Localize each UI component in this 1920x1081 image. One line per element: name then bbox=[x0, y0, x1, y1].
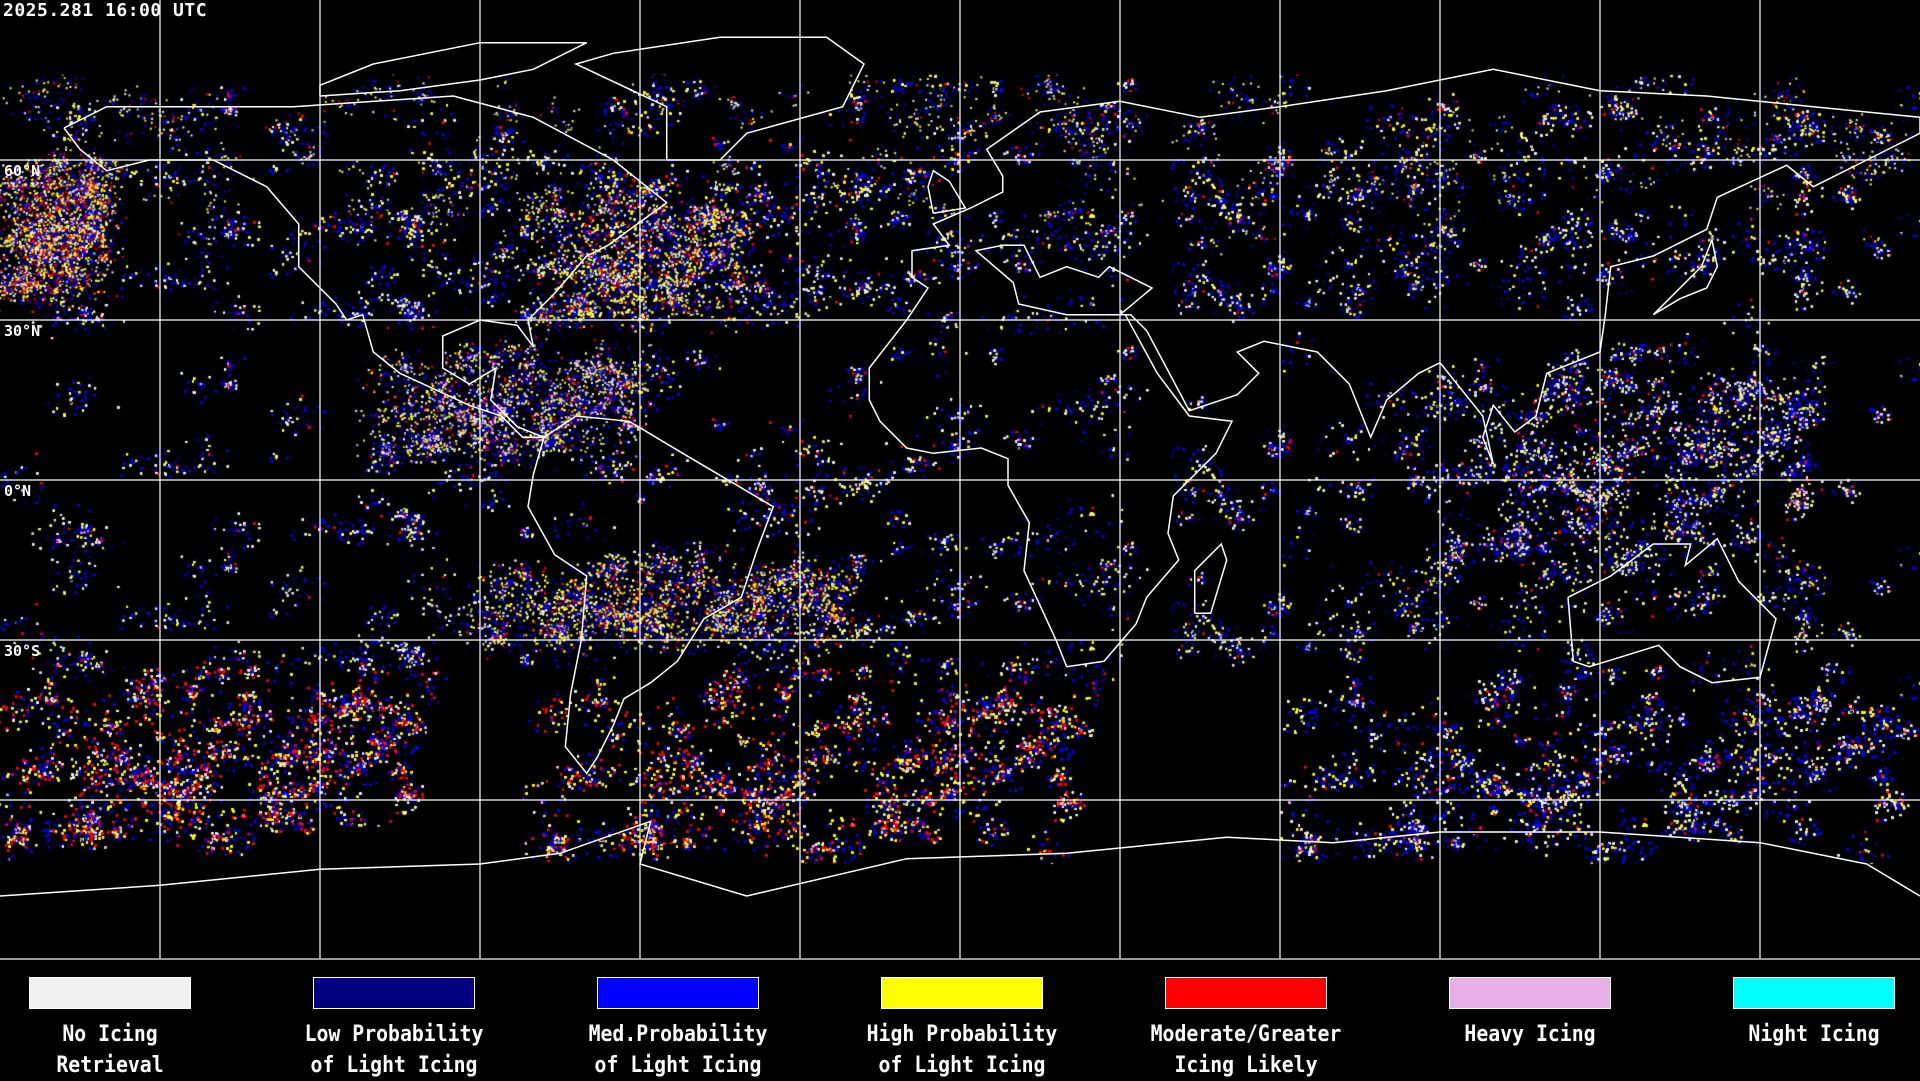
coastline-greenland bbox=[573, 36, 865, 161]
legend-label: Moderate/Greater Icing Likely bbox=[1150, 1022, 1342, 1078]
legend-item-heavy-icing: Heavy Icing bbox=[1400, 977, 1660, 1050]
legend-label: Heavy Icing bbox=[1464, 1022, 1596, 1047]
legend-swatch bbox=[1449, 977, 1611, 1009]
coastline-british-isles bbox=[927, 169, 967, 215]
legend-label: Med.Probability of Light Icing bbox=[588, 1022, 768, 1078]
legend-item-moderate-greater: Moderate/Greater Icing Likely bbox=[1116, 977, 1376, 1081]
map-overlay bbox=[0, 0, 1920, 958]
legend-swatch bbox=[1733, 977, 1895, 1009]
coastline-australia bbox=[1567, 537, 1777, 684]
lat-label-30s: 30°S bbox=[4, 642, 41, 660]
legend-label: Low Probability of Light Icing bbox=[304, 1022, 484, 1078]
legend-item-night-icing: Night Icing bbox=[1684, 977, 1920, 1050]
coastline-madagascar bbox=[1193, 542, 1228, 615]
icing-map: 2025.281 16:00 UTC 60°N 30°N 0°N 30°S bbox=[0, 0, 1920, 960]
legend-item-low-probability: Low Probability of Light Icing bbox=[264, 977, 524, 1081]
legend-swatch bbox=[29, 977, 191, 1009]
coastline-antarctica bbox=[0, 820, 1920, 897]
coastline-africa-eurasia bbox=[868, 68, 1920, 668]
lat-label-30n: 30°N bbox=[4, 322, 41, 340]
legend-swatch bbox=[597, 977, 759, 1009]
legend-swatch bbox=[1165, 977, 1327, 1009]
legend-swatch bbox=[881, 977, 1043, 1009]
legend-item-no-icing: No Icing Retrieval bbox=[0, 977, 240, 1081]
legend-item-high-probability: High Probability of Light Icing bbox=[832, 977, 1092, 1081]
legend-label: Night Icing bbox=[1748, 1022, 1880, 1047]
legend-label: No Icing Retrieval bbox=[56, 1022, 164, 1078]
legend-swatch bbox=[313, 977, 475, 1009]
coastline-north-america bbox=[63, 95, 668, 439]
coastline-canadian-arctic bbox=[319, 41, 588, 97]
lat-label-60n: 60°N bbox=[4, 162, 41, 180]
lat-label-0n: 0°N bbox=[4, 482, 32, 500]
timestamp: 2025.281 16:00 UTC bbox=[3, 0, 208, 21]
coastline-south-america bbox=[527, 415, 775, 775]
coastline-japan bbox=[1652, 237, 1719, 316]
legend-item-med-probability: Med.Probability of Light Icing bbox=[548, 977, 808, 1081]
legend-label: High Probability of Light Icing bbox=[866, 1022, 1058, 1078]
